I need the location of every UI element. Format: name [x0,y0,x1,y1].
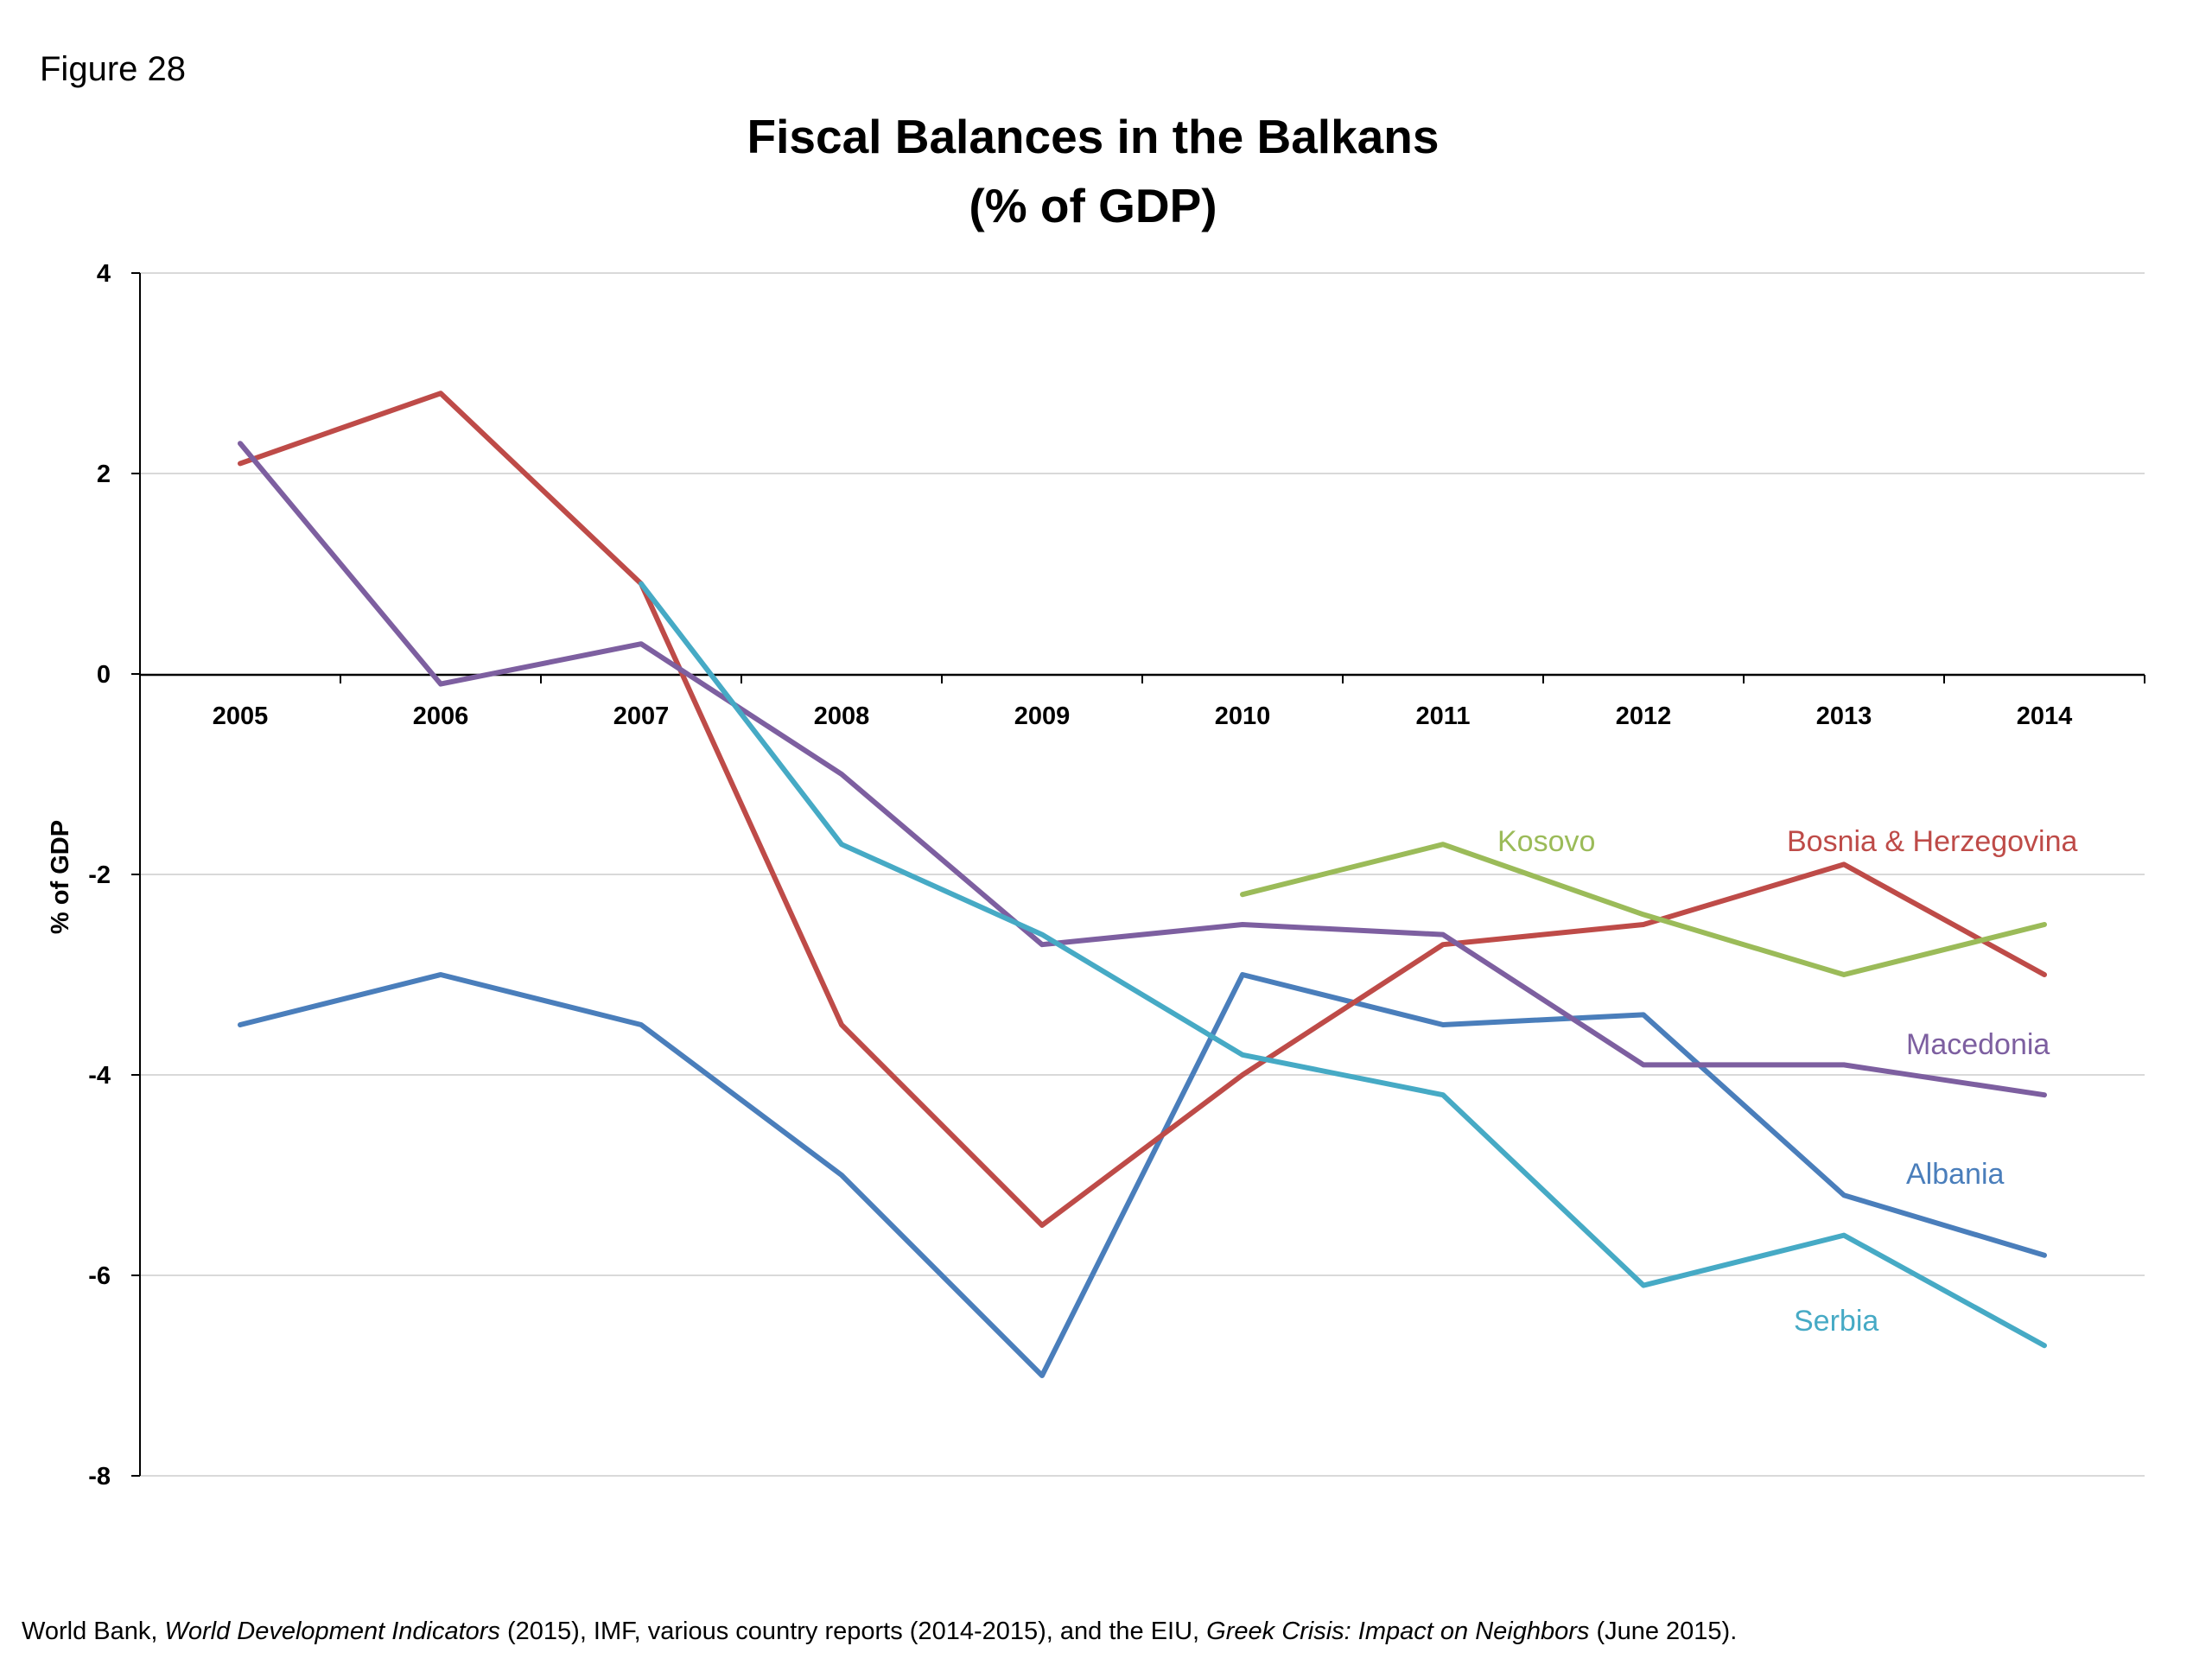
series-line-bosnia-herzegovina [238,391,2047,1228]
x-tick-label-2008: 2008 [814,702,870,730]
source-note: World Bank, World Development Indicators… [22,1618,1737,1646]
series-label-serbia: Serbia [1794,1305,1878,1338]
series-line-kosovo [1240,842,2047,977]
y-axis-title: % of GDP [47,820,74,934]
series-line-macedonia [238,441,2047,1098]
y-tick-label: -2 [88,861,111,889]
y-tick-label: -8 [88,1463,111,1491]
series-label-bosnia: Bosnia & Herzegovina [1787,825,2078,858]
source-text-3: (June 2015). [1589,1618,1738,1645]
source-title-2: Greek Crisis: Impact on Neighbors [1206,1618,1590,1645]
x-tick-label-2006: 2006 [413,702,469,730]
series-labels: Kosovo Bosnia & Herzegovina Macedonia Al… [1497,825,2078,1338]
x-tick-label-2007: 2007 [613,702,670,730]
source-title-1: World Development Indicators [164,1618,500,1645]
y-tick-label: -6 [88,1262,111,1290]
x-tick-label-2012: 2012 [1616,702,1672,730]
x-tick-label-2013: 2013 [1816,702,1872,730]
series-line-albania [238,972,2047,1378]
y-tick-label: -4 [88,1062,111,1090]
x-tick-label-2009: 2009 [1014,702,1071,730]
chart-title-line-2: (% of GDP) [969,179,1217,232]
x-tick-label-2011: 2011 [1416,702,1471,730]
chart-title-line-1: Fiscal Balances in the Balkans [747,110,1440,163]
y-tick-label: 4 [97,260,111,288]
series-lines [238,391,2047,1378]
gridlines [140,272,2145,1477]
figure-label: Figure 28 [40,50,186,88]
chart-title: Fiscal Balances in the Balkans (% of GDP… [0,102,2186,240]
series-label-albania: Albania [1906,1158,2005,1191]
series-label-macedonia: Macedonia [1906,1028,2050,1061]
source-text-2: (2015), IMF, various country reports (20… [499,1618,1207,1645]
series-label-kosovo: Kosovo [1497,825,1595,858]
y-tick-label: 2 [97,461,111,488]
series-line-serbia [639,581,2047,1349]
x-tick-label-2010: 2010 [1215,702,1271,730]
source-text-1: World Bank, [22,1618,165,1645]
x-tick-label-2014: 2014 [2017,702,2073,730]
x-tick-label-2005: 2005 [213,702,269,730]
y-tick-label: 0 [97,661,111,689]
